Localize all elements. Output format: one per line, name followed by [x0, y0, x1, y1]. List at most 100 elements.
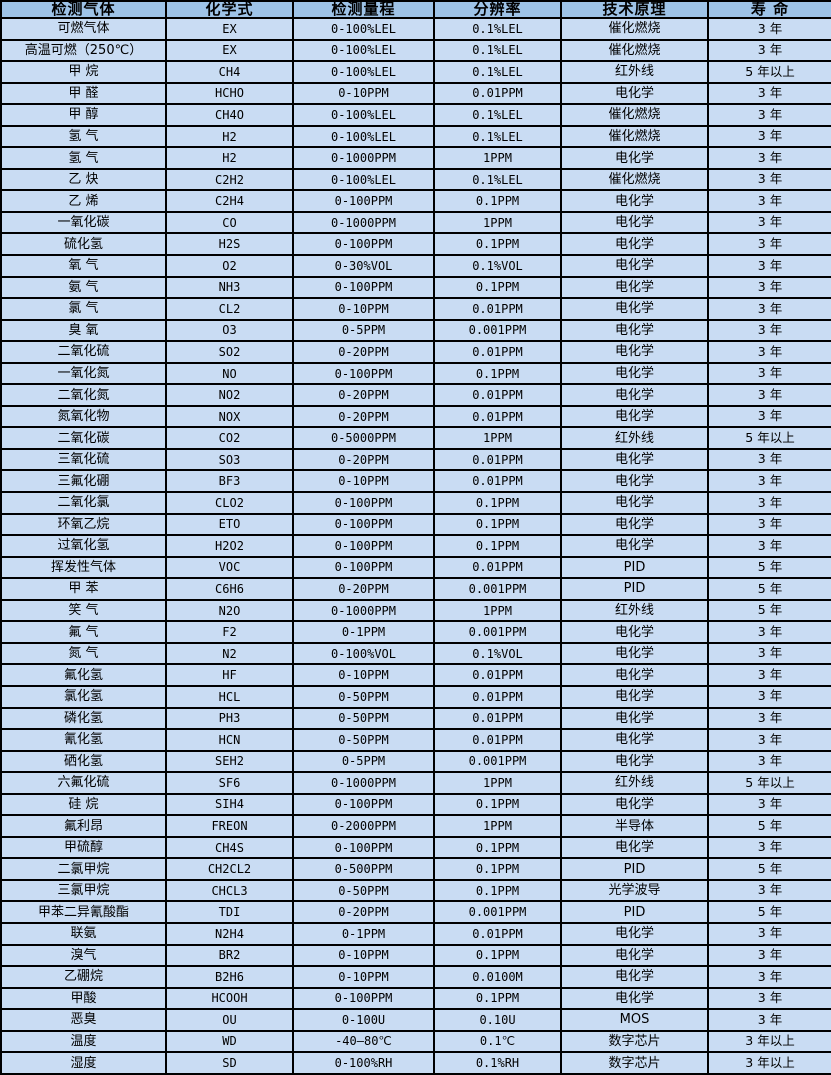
header-row: 检测气体 化学式 检测量程 分辨率 技术原理 寿 命: [0, 0, 831, 19]
table-row: 硅 烷 SIH4 0-100PPM 0.1PPM 电化学 3 年: [0, 792, 831, 817]
range-cell: 0-1PPM: [292, 921, 435, 946]
range-cell: 0-100PPM: [292, 835, 435, 860]
range-cell: 0-10PPM: [292, 469, 435, 494]
gas-name-cell: 一氧化氮: [0, 361, 167, 386]
resolution-cell: 0.01PPM: [433, 684, 562, 709]
resolution-cell: 0.01PPM: [433, 728, 562, 752]
resolution-cell: 1PPM: [433, 598, 562, 623]
lifespan-cell: 3 年以上: [707, 1051, 831, 1075]
formula-cell: ETO: [165, 512, 294, 537]
formula-cell: SO2: [165, 340, 294, 364]
lifespan-cell: 3 年: [707, 986, 831, 1011]
table-row: 二氧化氯 CLO2 0-100PPM 0.1PPM 电化学 3 年: [0, 491, 831, 515]
lifespan-cell: 3 年: [707, 318, 831, 343]
principle-cell: 电化学: [560, 210, 709, 235]
table-row: 甲 醛 HCHO 0-10PPM 0.01PPM 电化学 3 年: [0, 81, 831, 106]
lifespan-cell: 3 年: [707, 641, 831, 666]
range-cell: 0-50PPM: [292, 728, 435, 752]
gas-name-cell: 乙 烯: [0, 189, 167, 213]
table-row: 二氯甲烷 CH2CL2 0-500PPM 0.1PPM PID 5 年: [0, 857, 831, 881]
formula-cell: CO: [165, 210, 294, 235]
gas-name-cell: 二氧化碳: [0, 426, 167, 450]
resolution-cell: 0.1%VOL: [433, 254, 562, 278]
principle-cell: PID: [560, 577, 709, 601]
principle-cell: 电化学: [560, 921, 709, 946]
table-body: 可燃气体 EX 0-100%LEL 0.1%LEL 催化燃烧 3 年高温可燃（250℃） E…: [0, 17, 831, 1075]
range-cell: 0-2000PPM: [292, 814, 435, 838]
principle-cell: 催化燃烧: [560, 17, 709, 41]
resolution-cell: 1PPM: [433, 814, 562, 838]
gas-name-cell: 甲酸: [0, 986, 167, 1011]
gas-name-cell: 三氯甲烷: [0, 878, 167, 903]
lifespan-cell: 3 年: [707, 361, 831, 386]
formula-cell: CO2: [165, 426, 294, 450]
resolution-cell: 0.1℃: [433, 1029, 562, 1054]
resolution-cell: 0.1PPM: [433, 878, 562, 903]
resolution-cell: 0.1%LEL: [433, 60, 562, 84]
lifespan-cell: 3 年: [707, 81, 831, 106]
table-row: 磷化氢 PH3 0-50PPM 0.01PPM 电化学 3 年: [0, 706, 831, 731]
lifespan-cell: 3 年: [707, 275, 831, 300]
gas-name-cell: 甲 苯: [0, 577, 167, 601]
gas-name-cell: 可燃气体: [0, 17, 167, 41]
principle-cell: 电化学: [560, 706, 709, 731]
table-row: 一氧化氮 NO 0-100PPM 0.1PPM 电化学 3 年: [0, 361, 831, 386]
range-cell: 0-50PPM: [292, 878, 435, 903]
principle-cell: 电化学: [560, 254, 709, 278]
table-row: 甲 烷 CH4 0-100%LEL 0.1%LEL 红外线 5 年以上: [0, 60, 831, 84]
principle-cell: 红外线: [560, 598, 709, 623]
formula-cell: N2H4: [165, 921, 294, 946]
principle-cell: 催化燃烧: [560, 167, 709, 192]
formula-cell: C6H6: [165, 577, 294, 601]
principle-cell: 电化学: [560, 491, 709, 515]
formula-cell: F2: [165, 620, 294, 644]
table-row: 三氧化硫 SO3 0-20PPM 0.01PPM 电化学 3 年: [0, 447, 831, 472]
table-row: 乙 烯 C2H4 0-100PPM 0.1PPM 电化学 3 年: [0, 189, 831, 213]
principle-cell: 电化学: [560, 663, 709, 687]
table-row: 甲硫醇 CH4S 0-100PPM 0.1PPM 电化学 3 年: [0, 835, 831, 860]
table-row: 硫化氢 H2S 0-100PPM 0.1PPM 电化学 3 年: [0, 232, 831, 256]
table-row: 溴气 BR2 0-10PPM 0.1PPM 电化学 3 年: [0, 943, 831, 968]
formula-cell: HF: [165, 663, 294, 687]
lifespan-cell: 3 年: [707, 491, 831, 515]
formula-cell: TDI: [165, 900, 294, 924]
range-cell: 0-5PPM: [292, 749, 435, 774]
gas-name-cell: 硫化氢: [0, 232, 167, 256]
resolution-cell: 0.1PPM: [433, 792, 562, 817]
table-row: 硒化氢 SEH2 0-5PPM 0.001PPM 电化学 3 年: [0, 749, 831, 774]
lifespan-cell: 3 年: [707, 254, 831, 278]
table-row: 联氨 N2H4 0-1PPM 0.01PPM 电化学 3 年: [0, 921, 831, 946]
range-cell: 0-100PPM: [292, 555, 435, 580]
lifespan-cell: 3 年: [707, 728, 831, 752]
lifespan-cell: 3 年: [707, 965, 831, 989]
lifespan-cell: 3 年: [707, 146, 831, 170]
principle-cell: 电化学: [560, 749, 709, 774]
principle-cell: 数字芯片: [560, 1051, 709, 1075]
range-cell: 0-20PPM: [292, 404, 435, 429]
principle-cell: 光学波导: [560, 878, 709, 903]
resolution-cell: 0.01PPM: [433, 469, 562, 494]
resolution-cell: 0.1PPM: [433, 534, 562, 558]
range-cell: 0-100%LEL: [292, 103, 435, 127]
range-cell: 0-100PPM: [292, 361, 435, 386]
formula-cell: CH4O: [165, 103, 294, 127]
formula-cell: O2: [165, 254, 294, 278]
gas-name-cell: 湿度: [0, 1051, 167, 1075]
formula-cell: NOX: [165, 404, 294, 429]
column-header-principle: 技术原理: [560, 0, 709, 19]
lifespan-cell: 5 年: [707, 814, 831, 838]
resolution-cell: 0.01PPM: [433, 297, 562, 321]
range-cell: 0-100%LEL: [292, 167, 435, 192]
lifespan-cell: 5 年以上: [707, 771, 831, 795]
range-cell: 0-10PPM: [292, 81, 435, 106]
gas-name-cell: 甲硫醇: [0, 835, 167, 860]
principle-cell: PID: [560, 857, 709, 881]
resolution-cell: 0.1%RH: [433, 1051, 562, 1075]
lifespan-cell: 3 年: [707, 878, 831, 903]
range-cell: 0-100PPM: [292, 534, 435, 558]
resolution-cell: 0.001PPM: [433, 318, 562, 343]
lifespan-cell: 3 年: [707, 103, 831, 127]
resolution-cell: 0.1PPM: [433, 512, 562, 537]
range-cell: 0-5PPM: [292, 318, 435, 343]
